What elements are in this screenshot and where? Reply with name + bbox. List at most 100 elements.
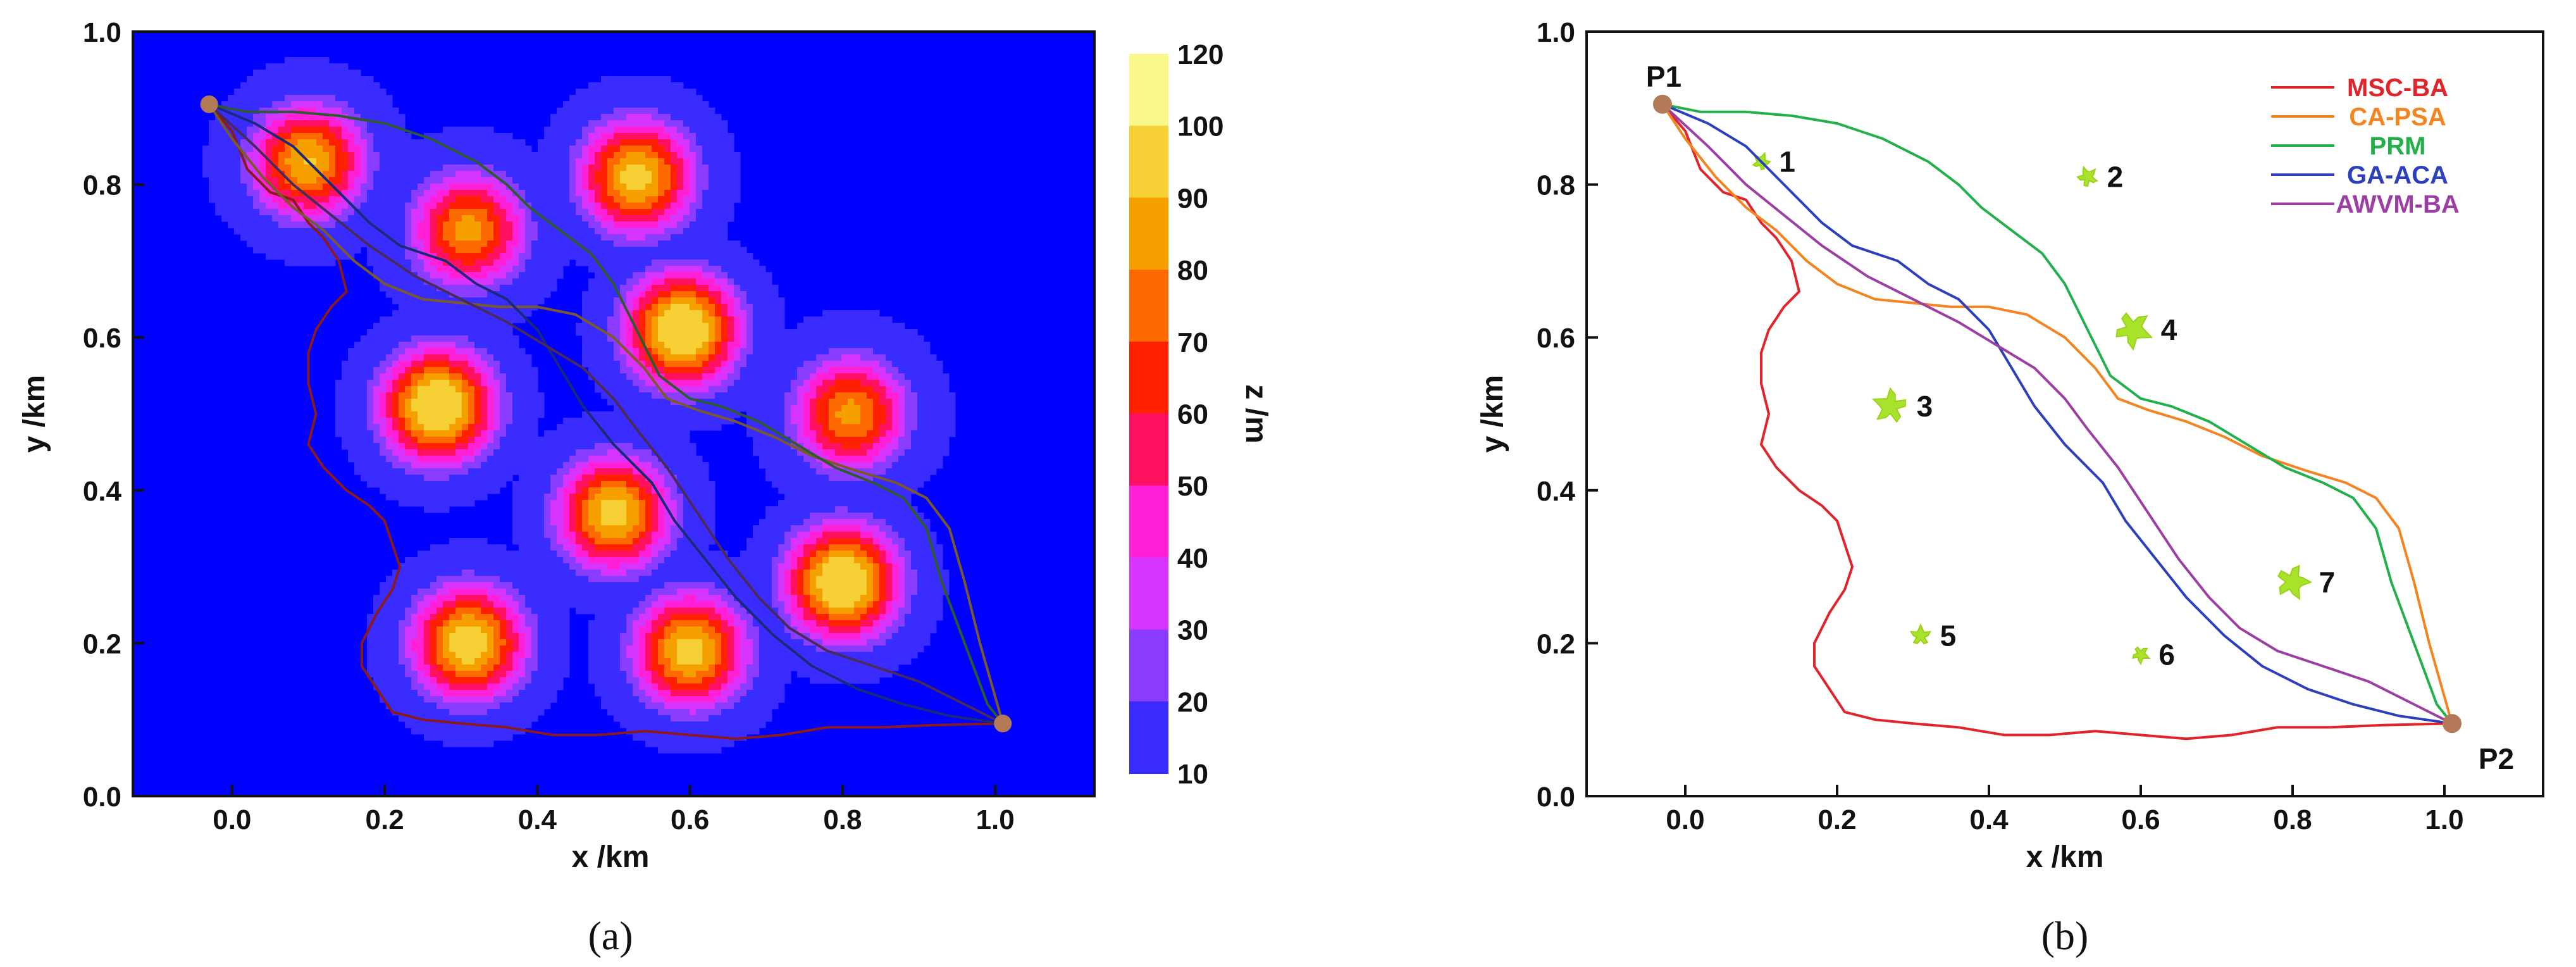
heatmap-cell — [702, 278, 709, 285]
heatmap-cell — [310, 120, 317, 127]
heatmap-cell — [342, 203, 349, 209]
heatmap-cell — [588, 177, 595, 184]
heatmap-cell — [696, 329, 703, 336]
heatmap-cell — [487, 399, 494, 406]
heatmap-cell — [493, 449, 500, 456]
heatmap-cell — [709, 367, 715, 374]
heatmap-cell — [525, 456, 532, 463]
heatmap-cell — [620, 272, 627, 279]
heatmap-cell — [519, 158, 526, 165]
heatmap-cell — [519, 209, 526, 216]
heatmap-cell — [386, 101, 393, 108]
heatmap-cell — [734, 190, 741, 197]
heatmap-cell — [221, 139, 228, 146]
heatmap-cell — [576, 139, 583, 146]
heatmap-cell — [696, 171, 703, 178]
heatmap-cell — [386, 127, 393, 134]
heatmap-cell — [759, 399, 766, 406]
heatmap-cell — [531, 456, 538, 463]
heatmap-cell — [329, 89, 336, 96]
heatmap-cell — [361, 221, 368, 228]
heatmap-cell — [386, 247, 393, 254]
heatmap-cell — [778, 316, 785, 323]
heatmap-cell — [607, 316, 614, 323]
heatmap-cell — [683, 456, 690, 463]
heatmap-cell — [487, 247, 494, 254]
heatmap-cell — [911, 329, 918, 336]
heatmap-cell — [424, 405, 431, 412]
heatmap-cell — [633, 411, 640, 418]
heatmap-cell — [740, 253, 747, 260]
heatmap-cell — [361, 114, 368, 121]
heatmap-cell — [323, 184, 330, 190]
heatmap-cell — [481, 203, 488, 209]
heatmap-cell — [240, 228, 247, 235]
heatmap-cell — [772, 424, 779, 431]
heatmap-cell — [418, 386, 424, 393]
heatmap-cell — [424, 424, 431, 431]
heatmap-cell — [354, 380, 361, 387]
heatmap-cell — [468, 247, 475, 254]
heatmap-cell — [696, 348, 703, 355]
heatmap-cell — [405, 259, 412, 266]
heatmap-cell — [316, 146, 323, 153]
heatmap-cell — [399, 297, 406, 304]
heatmap-cell — [304, 76, 311, 83]
heatmap-cell — [639, 424, 646, 431]
heatmap-cell — [765, 278, 772, 285]
heatmap-cell — [740, 367, 747, 374]
heatmap-cell — [753, 405, 760, 412]
heatmap-cell — [316, 70, 323, 77]
heatmap-cell — [557, 272, 564, 279]
heatmap-cell — [860, 316, 867, 323]
heatmap-cell — [418, 392, 424, 399]
heatmap-cell — [633, 139, 640, 146]
heatmap-cell — [493, 253, 500, 260]
heatmap-cell — [816, 475, 823, 482]
heatmap-cell — [715, 171, 722, 178]
heatmap-cell — [936, 449, 943, 456]
heatmap-cell — [411, 139, 418, 146]
heatmap-cell — [550, 139, 557, 146]
heatmap-cell — [633, 247, 640, 254]
heatmap-cell — [424, 209, 431, 216]
heatmap-cell — [677, 449, 684, 456]
heatmap-cell — [487, 405, 494, 412]
heatmap-cell — [709, 184, 715, 190]
heatmap-cell — [411, 221, 418, 228]
heatmap-cell — [557, 456, 564, 463]
heatmap-cell — [550, 443, 557, 450]
heatmap-cell — [645, 304, 652, 311]
heatmap-cell — [512, 139, 519, 146]
heatmap-cell — [765, 418, 772, 425]
heatmap-cell — [550, 456, 557, 463]
heatmap-cell — [544, 462, 551, 469]
heatmap-cell — [411, 487, 418, 494]
heatmap-cell — [348, 209, 355, 216]
heatmap-cell — [437, 247, 443, 254]
heatmap-cell — [544, 184, 551, 190]
heatmap-cell — [677, 89, 684, 96]
heatmap-cell — [614, 184, 621, 190]
heatmap-cell — [411, 430, 418, 437]
heatmap-cell — [373, 475, 380, 482]
heatmap-cell — [569, 468, 576, 475]
heatmap-cell — [493, 285, 500, 292]
heatmap-cell — [614, 297, 621, 304]
heatmap-cell — [734, 240, 741, 247]
heatmap-cell — [240, 82, 247, 89]
heatmap-cell — [399, 462, 406, 469]
heatmap-cell — [430, 323, 437, 330]
heatmap-cell — [468, 386, 475, 393]
heatmap-cell — [683, 272, 690, 279]
heatmap-cell — [652, 462, 659, 469]
heatmap-cell — [848, 468, 855, 475]
heatmap-cell — [272, 146, 279, 153]
heatmap-cell — [639, 165, 646, 172]
heatmap-cell — [538, 291, 545, 298]
heatmap-cell — [500, 278, 507, 285]
heatmap-cell — [803, 405, 810, 412]
heatmap-cell — [449, 437, 456, 444]
heatmap-cell — [588, 285, 595, 292]
heatmap-cell — [462, 437, 469, 444]
